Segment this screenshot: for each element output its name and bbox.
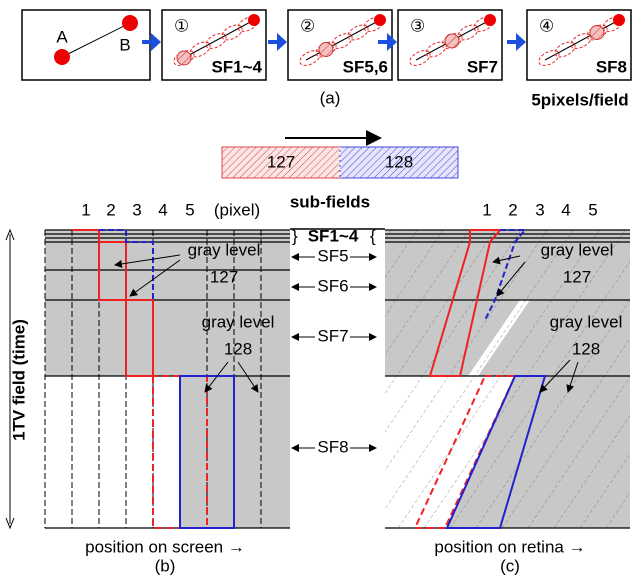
sf-label: SF6 bbox=[317, 276, 348, 295]
pixel-number: 2 bbox=[106, 200, 115, 219]
caption: (c) bbox=[500, 556, 520, 575]
pixel-number: 3 bbox=[132, 200, 141, 219]
sf-label: SF1~4 bbox=[308, 226, 359, 245]
step-number: ② bbox=[300, 16, 315, 35]
point bbox=[54, 49, 70, 65]
point bbox=[484, 14, 496, 26]
x-axis-label: position on retina → bbox=[434, 537, 585, 556]
frame-caption: SF1~4 bbox=[211, 57, 262, 76]
brace: { bbox=[370, 226, 376, 245]
motion-bar: 127 128 bbox=[222, 138, 458, 178]
pixel-number: 1 bbox=[81, 200, 90, 219]
diagram: A B ① SF1~4 ② SF5,6 ③ SF7 ④ SF8 (a) 5pixels/field 1… bbox=[0, 0, 644, 577]
point bbox=[374, 14, 386, 26]
bar-right: 128 bbox=[385, 152, 413, 171]
panel-a: A B ① SF1~4 ② SF5,6 ③ SF7 ④ SF8 (a) 5pixels/field bbox=[22, 10, 631, 109]
step-arrow bbox=[268, 33, 287, 51]
eye-spot bbox=[319, 43, 333, 57]
frame-caption: SF7 bbox=[467, 57, 498, 76]
bar-left: 127 bbox=[267, 152, 295, 171]
point-label: B bbox=[119, 35, 130, 54]
middle-labels: sub-fields } { SF1~4 bbox=[290, 192, 385, 245]
sf-label: SF7 bbox=[317, 326, 348, 345]
pixel-number: 1 bbox=[482, 200, 491, 219]
eye-spot bbox=[177, 51, 191, 65]
gray-value: 127 bbox=[563, 267, 591, 286]
point bbox=[122, 15, 138, 31]
caption: (b) bbox=[155, 556, 176, 575]
sf-label: SF5 bbox=[317, 246, 348, 265]
step-number: ③ bbox=[410, 16, 425, 35]
pixel-number: 5 bbox=[185, 200, 194, 219]
gray-value: 127 bbox=[210, 267, 238, 286]
point bbox=[613, 14, 625, 26]
pixel-number: 5 bbox=[588, 200, 597, 219]
gray-label: gray level bbox=[188, 240, 261, 259]
step-number: ① bbox=[174, 16, 189, 35]
sub-fields-title: sub-fields bbox=[290, 192, 370, 211]
pixel-unit: (pixel) bbox=[214, 200, 260, 219]
sf-label: SF8 bbox=[317, 437, 348, 456]
x-axis-label: position on screen → bbox=[85, 537, 245, 556]
point-label: A bbox=[56, 27, 68, 46]
note: 5pixels/field bbox=[531, 90, 628, 109]
panel-c: gray level 127 gray level 128 position o… bbox=[385, 230, 630, 575]
gray-label: gray level bbox=[202, 312, 275, 331]
pixel-number: 4 bbox=[158, 200, 167, 219]
step-arrow bbox=[507, 33, 526, 51]
pixel-number: 4 bbox=[561, 200, 570, 219]
frame-caption: SF5,6 bbox=[343, 57, 388, 76]
y-axis: 1TV field (time) bbox=[6, 230, 28, 528]
eye-spot bbox=[445, 34, 459, 48]
brace: } bbox=[292, 226, 298, 245]
y-axis-label: 1TV field (time) bbox=[9, 319, 28, 441]
frame-caption: SF8 bbox=[596, 57, 627, 76]
point bbox=[248, 14, 260, 26]
gray-label: gray level bbox=[550, 312, 623, 331]
pixel-number: 2 bbox=[508, 200, 517, 219]
step-number: ④ bbox=[539, 16, 554, 35]
pixel-number: 3 bbox=[535, 200, 544, 219]
caption: (a) bbox=[320, 88, 341, 107]
gray-value: 128 bbox=[572, 339, 600, 358]
eye-spot bbox=[590, 26, 604, 40]
gray-value: 128 bbox=[224, 339, 252, 358]
gray-label: gray level bbox=[541, 240, 614, 259]
panel-b: gray level 127 gray level 128 position o… bbox=[45, 200, 290, 575]
